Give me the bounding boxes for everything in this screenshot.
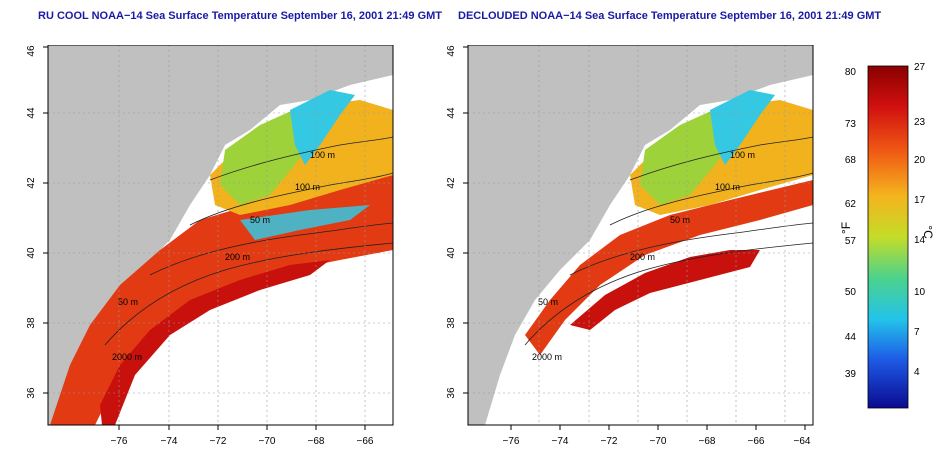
bathymetry-contours [524,136,813,346]
celsius-tick: 20 [914,155,926,166]
x-axis: −76 −74 −72 −70 −68 −66 [111,425,374,447]
sst-cold-water [710,90,775,165]
x-tick-label: −76 [111,436,128,447]
y-axis: 36 38 40 42 44 46 [26,45,48,399]
x-tick-label: −74 [552,436,569,447]
fahrenheit-tick: 73 [845,119,857,130]
x-axis: −76 −74 −72 −70 −68 −66 −64 [503,425,811,447]
celsius-tick: 27 [914,62,926,73]
x-tick-label: −68 [699,436,716,447]
y-tick-label: 42 [26,177,37,189]
fahrenheit-scale: 80 73 68 62 57 50 44 39 °F [839,67,856,380]
fahrenheit-tick: 68 [845,155,857,166]
y-axis: 36 38 40 42 44 46 [446,45,468,399]
fahrenheit-tick: 44 [845,332,857,343]
y-tick-label: 46 [26,45,37,57]
lat-lon-grid [48,45,393,425]
contour-label: 50 m [538,297,558,307]
x-tick-label: −74 [161,436,178,447]
x-tick-label: −64 [794,436,811,447]
fahrenheit-tick: 57 [845,236,857,247]
celsius-scale: 27 23 20 17 14 10 7 4 °C [914,62,935,378]
fahrenheit-tick: 62 [845,199,857,210]
y-tick-label: 36 [446,387,457,399]
y-tick-label: 38 [26,317,37,329]
map-frame [47,45,394,426]
y-tick-label: 40 [26,247,37,259]
x-tick-label: −68 [308,436,325,447]
celsius-tick: 10 [914,287,926,298]
contour-label: 100 m [295,182,320,192]
x-tick-label: −70 [650,436,667,447]
contour-label: 200 m [225,252,250,262]
map-frame [467,45,814,426]
contour-label: 50 m [670,215,690,225]
left-sst-map: 100 m 100 m 50 m 200 m 50 m 2000 m −76 −… [26,45,394,447]
celsius-tick: 14 [914,235,926,246]
y-tick-label: 44 [446,107,457,119]
y-tick-label: 42 [446,177,457,189]
sst-gulf-stream [100,260,330,425]
x-tick-label: −70 [259,436,276,447]
x-tick-label: −66 [357,436,374,447]
y-tick-label: 36 [26,387,37,399]
sst-warm-shelf [50,175,393,425]
bathymetry-contours [104,136,393,346]
fahrenheit-tick: 80 [845,67,857,78]
x-tick-label: −72 [601,436,618,447]
colorbar-gradient [867,65,909,409]
contour-label: 100 m [730,150,755,160]
y-tick-label: 46 [446,45,457,57]
celsius-tick: 17 [914,195,926,206]
contour-label: 100 m [715,182,740,192]
sst-gulf-stream [570,250,760,330]
contour-label: 100 m [310,150,335,160]
celsius-tick: 4 [914,367,920,378]
fahrenheit-unit: °F [839,222,853,234]
right-sst-map: 100 m 100 m 50 m 200 m 50 m 2000 m −76 −… [446,45,814,447]
sst-warm-shelf [525,180,813,355]
y-tick-label: 40 [446,247,457,259]
left-map-title: RU COOL NOAA−14 Sea Surface Temperature … [38,10,443,22]
x-tick-label: −66 [748,436,765,447]
celsius-tick: 23 [914,117,926,128]
x-tick-label: −72 [210,436,227,447]
contour-label: 2000 m [112,352,142,362]
fahrenheit-tick: 50 [845,287,857,298]
contour-label: 50 m [118,297,138,307]
sst-cold-shelf-edge [240,205,370,240]
sst-cold-water [290,90,355,165]
contour-label: 50 m [250,215,270,225]
y-tick-label: 44 [26,107,37,119]
contour-label: 2000 m [532,352,562,362]
celsius-tick: 7 [914,327,920,338]
lat-lon-grid [468,45,813,425]
land-mass [48,45,393,425]
x-tick-label: −76 [503,436,520,447]
contour-label: 200 m [630,252,655,262]
right-map-title: DECLOUDED NOAA−14 Sea Surface Temperatur… [458,10,882,22]
y-tick-label: 38 [446,317,457,329]
land-mass [468,45,813,425]
celsius-unit: °C [921,225,935,239]
fahrenheit-tick: 39 [845,369,857,380]
temperature-colorbar: 80 73 68 62 57 50 44 39 °F 27 23 20 17 1… [839,62,935,409]
